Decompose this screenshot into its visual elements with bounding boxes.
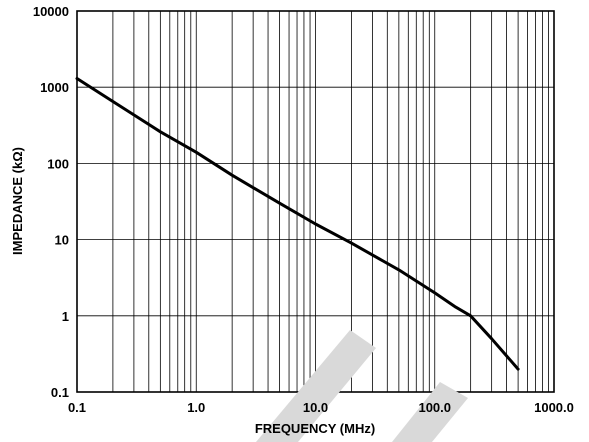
x-tick-labels: 0.1 1.0 10.0 100.0 1000.0 (68, 400, 574, 415)
y-tick-label: 10 (55, 233, 69, 248)
y-tick-label: 1 (62, 309, 69, 324)
y-tick-label: 0.1 (51, 385, 69, 400)
grid (77, 11, 554, 392)
x-tick-label: 10.0 (303, 400, 328, 415)
x-axis-label: FREQUENCY (MHz) (255, 421, 375, 436)
y-tick-label: 1000 (40, 80, 69, 95)
impedance-curve (75, 77, 520, 371)
y-tick-label: 10000 (33, 4, 69, 19)
x-tick-label: 100.0 (418, 400, 451, 415)
x-tick-label: 0.1 (68, 400, 86, 415)
y-tick-labels: 0.1 1 10 100 1000 10000 (33, 4, 69, 400)
x-tick-label: 1000.0 (534, 400, 574, 415)
x-tick-label: 1.0 (187, 400, 205, 415)
y-tick-label: 100 (47, 156, 69, 171)
watermark (256, 330, 468, 442)
y-axis-label: IMPEDANCE (kΩ) (10, 147, 25, 255)
